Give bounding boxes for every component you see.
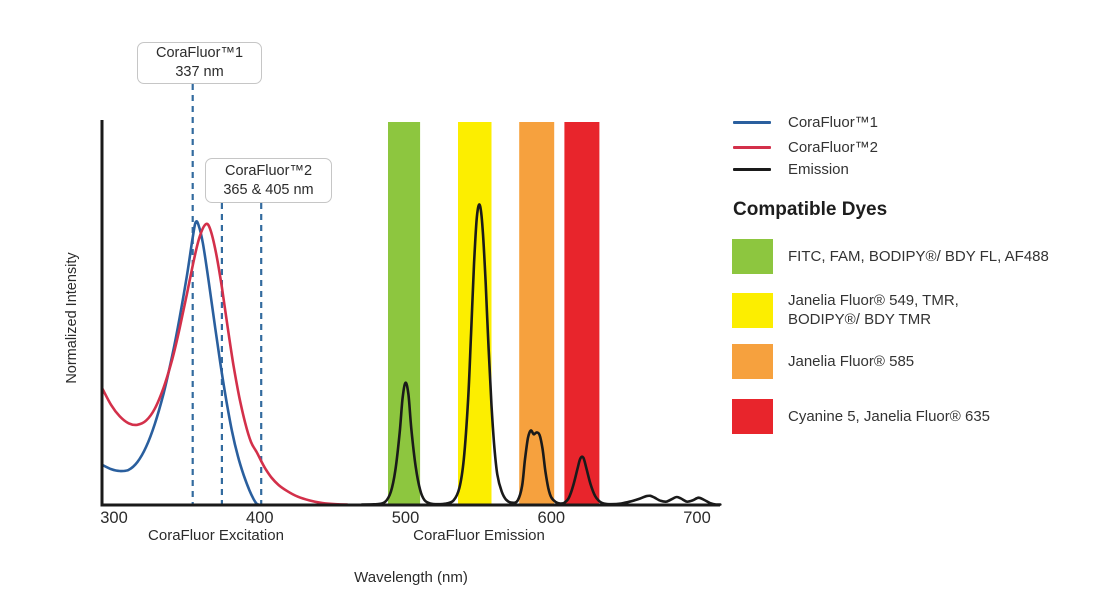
legend-line-swatch bbox=[733, 167, 771, 171]
legend-label: Emission bbox=[788, 160, 849, 178]
dye-band-orange bbox=[519, 122, 555, 504]
annotation-corafluor2: CoraFluor™2 365 & 405 nm bbox=[205, 158, 332, 203]
excitation-curve-corafluor2 bbox=[101, 222, 349, 506]
dye-row-orange: Janelia Fluor® 585 bbox=[732, 343, 914, 379]
dye-swatch-green bbox=[732, 238, 773, 274]
annotation-value: 337 nm bbox=[175, 64, 224, 80]
legend-label: CoraFluor™2 bbox=[788, 138, 879, 156]
excitation-curve-corafluor1 bbox=[101, 220, 260, 506]
dye-label: Janelia Fluor® 585 bbox=[788, 352, 915, 370]
x-tick-label-700: 700 bbox=[683, 509, 711, 527]
dye-row-green: FITC, FAM, BODIPY®/ BDY FL, AF488 bbox=[732, 238, 1049, 274]
x-tick-label-300: 300 bbox=[100, 509, 128, 527]
compatible-dyes-heading: Compatible Dyes bbox=[733, 199, 888, 220]
dye-band-red bbox=[564, 122, 600, 504]
legend-line-swatch bbox=[733, 145, 771, 149]
dye-swatch-orange bbox=[732, 343, 773, 379]
annotation-title: CoraFluor™2 bbox=[224, 162, 313, 179]
x-axis-label: Wavelength (nm) bbox=[354, 569, 468, 586]
y-axis-label: Normalized Intensity bbox=[64, 252, 80, 384]
legend-item-corafluor2: CoraFluor™2 bbox=[733, 137, 878, 157]
dye-label: Cyanine 5, Janelia Fluor® 635 bbox=[788, 407, 991, 425]
legend-item-corafluor1: CoraFluor™1 bbox=[733, 112, 878, 132]
emission-curve bbox=[360, 203, 722, 506]
x-tick-label-500: 500 bbox=[392, 509, 420, 527]
annotation-title: CoraFluor™1 bbox=[155, 45, 244, 61]
dye-swatch-yellow bbox=[732, 292, 773, 328]
x-tick-label-600: 600 bbox=[538, 509, 566, 527]
legend-label: CoraFluor™1 bbox=[788, 113, 879, 131]
annotation-value: 365 & 405 nm bbox=[223, 181, 314, 198]
spectra-chart: 300 400 500 600 700 bbox=[100, 84, 722, 527]
x-section-label-emission: CoraFluor Emission bbox=[413, 527, 545, 544]
dye-band-green bbox=[388, 122, 421, 504]
x-section-label-excitation: CoraFluor Excitation bbox=[148, 527, 284, 544]
dye-label: Janelia Fluor® 549, TMR, BODIPY®/ BDY TM… bbox=[788, 292, 959, 328]
dye-label: FITC, FAM, BODIPY®/ BDY FL, AF488 bbox=[788, 247, 1049, 265]
dye-swatch-red bbox=[732, 398, 773, 434]
dye-row-yellow: Janelia Fluor® 549, TMR, BODIPY®/ BDY TM… bbox=[732, 292, 959, 328]
legend-line-swatch bbox=[733, 120, 771, 124]
x-tick-label-400: 400 bbox=[246, 509, 274, 527]
annotation-corafluor1: CoraFluor™1 337 nm bbox=[137, 42, 262, 84]
legend-item-emission: Emission bbox=[733, 159, 849, 179]
dye-row-red: Cyanine 5, Janelia Fluor® 635 bbox=[732, 398, 990, 434]
